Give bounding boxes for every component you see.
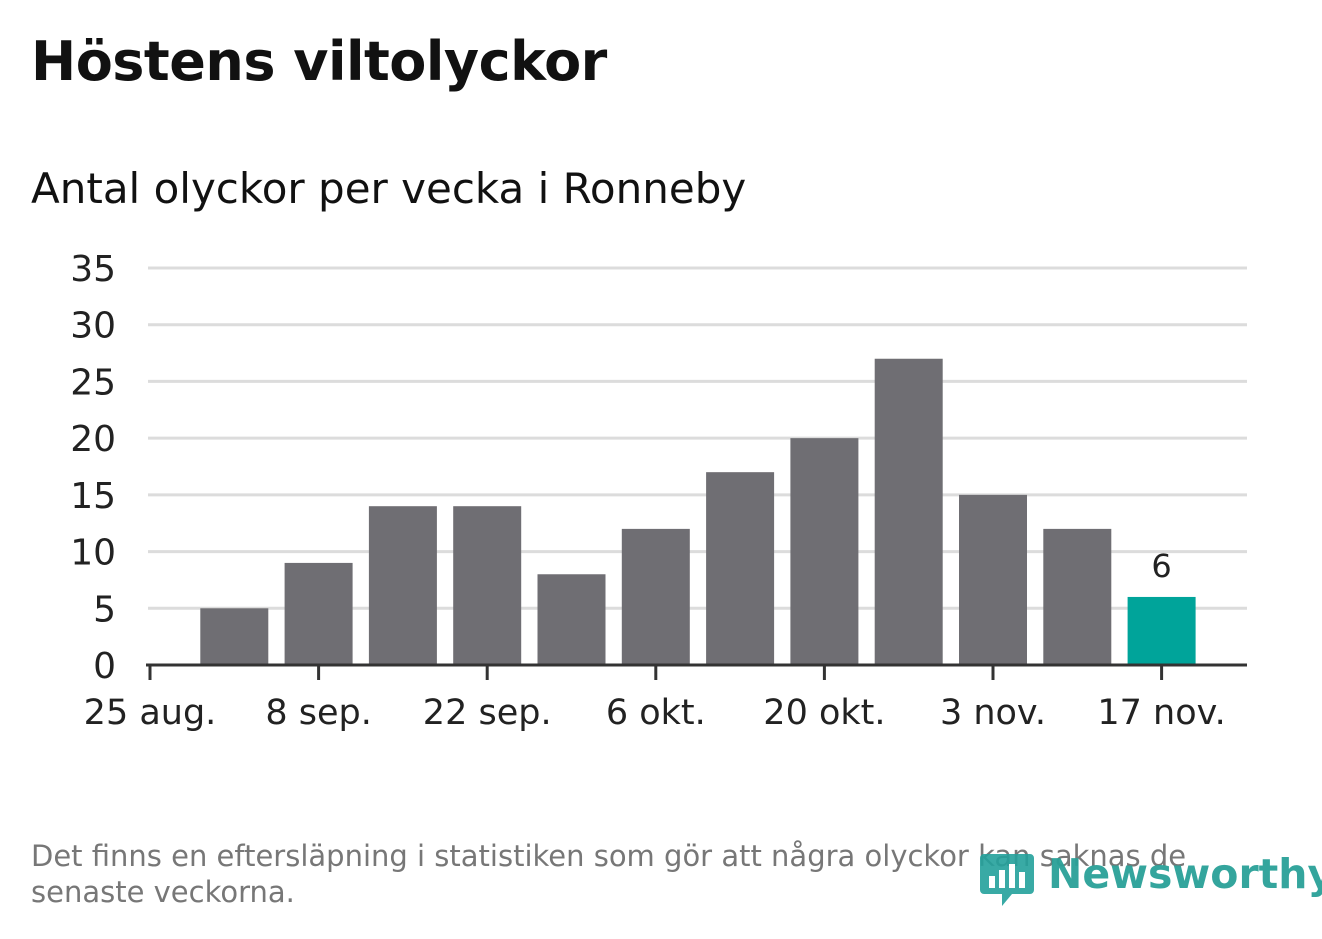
y-tick-label: 10 [70,533,116,574]
data-label: 6 [1151,547,1171,585]
bar-chart: 0 5 10 15 20 25 30 35 6 25 aug. 8 sep. 22 sep. 6 o… [70,249,1247,733]
bar [368,506,437,665]
x-tick-label: 3 nov. [940,693,1046,733]
bar [874,358,943,665]
bar [200,608,269,665]
data-labels: 6 [1151,547,1171,585]
y-tick-label: 20 [70,419,116,460]
y-tick-label: 25 [70,362,116,403]
bar [284,562,353,665]
y-tick-label: 30 [70,306,116,347]
x-tick-label: 22 sep. [423,693,552,733]
bar-highlighted [1127,596,1196,665]
y-tick-label: 15 [70,476,116,517]
y-tick-label: 5 [93,589,116,630]
bar [537,574,606,665]
bar [1043,528,1112,665]
y-tick-label: 35 [70,249,116,290]
y-axis-ticks: 0 5 10 15 20 25 30 35 [70,249,116,687]
bar [621,528,690,665]
bar [790,438,859,665]
y-tick-label: 0 [93,646,116,687]
brand-name: Newsworthy [1048,850,1322,898]
x-axis-ticks: 25 aug. 8 sep. 22 sep. 6 okt. 20 okt. 3 nov. 1… [84,665,1226,733]
x-tick-label: 20 okt. [763,693,885,733]
bar [706,472,775,665]
x-tick-label: 8 sep. [265,693,372,733]
x-tick-label: 6 okt. [606,693,706,733]
bar [453,506,522,665]
chart-title: Höstens viltolyckor [31,30,607,93]
x-tick-label: 25 aug. [84,693,217,733]
brand-logo: Newsworthy [980,850,1322,912]
bar [959,494,1027,665]
x-tick-label: 17 nov. [1097,693,1225,733]
chart-subtitle: Antal olyckor per vecka i Ronneby [31,164,747,213]
bars [200,358,1196,665]
newsworthy-logo-icon [980,854,1034,906]
